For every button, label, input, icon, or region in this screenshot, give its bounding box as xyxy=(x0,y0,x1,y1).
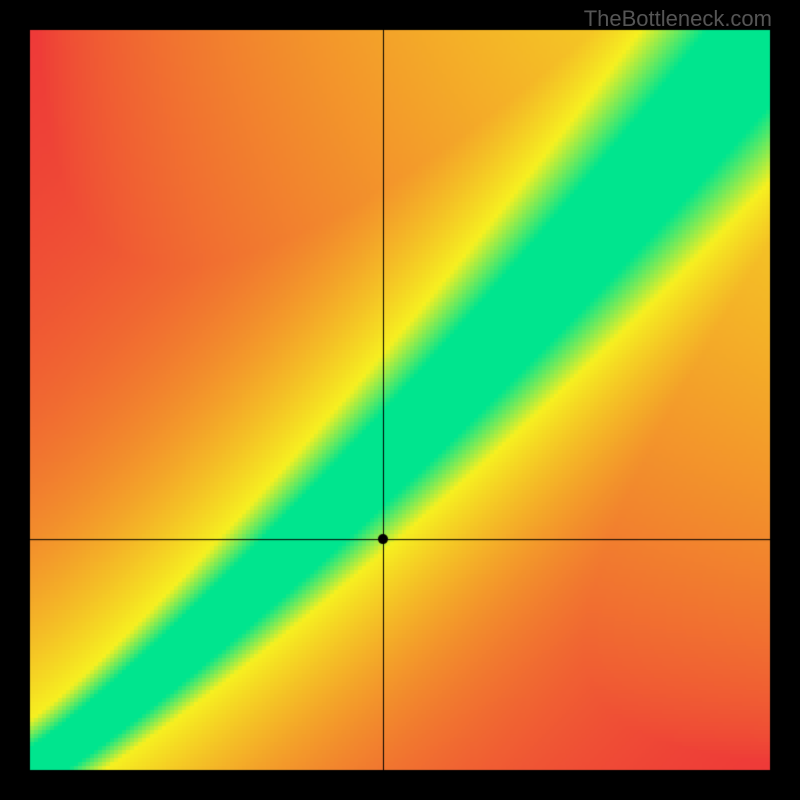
bottleneck-heatmap xyxy=(0,0,800,800)
watermark-label: TheBottleneck.com xyxy=(584,6,772,32)
